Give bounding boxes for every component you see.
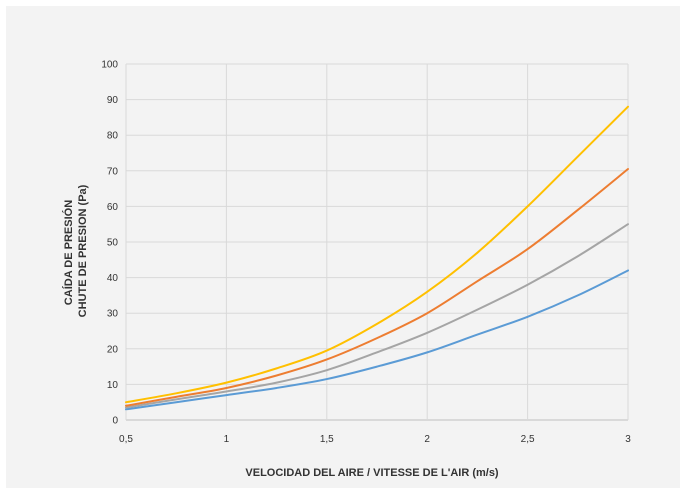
series-line-1 [125,269,629,411]
y-tick-label: 30 [107,309,119,320]
x-axis-title: VELOCIDAD DEL AIRE / VITESSE DE L'AIR (m… [245,467,499,479]
y-tick-labels: 0 10 20 30 40 50 60 70 80 90 100 [101,60,118,427]
y-axis-title-line-2: CHUTE DE PRESION (Pa) [77,184,89,317]
y-axis-title: CAÍDA DE PRESIÓN CHUTE DE PRESION (Pa) [62,184,89,317]
y-tick-label: 20 [107,344,119,355]
x-tick-label: 2,5 [521,434,535,445]
x-tick-labels: 0,5 1 1,5 2 2,5 3 [119,434,631,445]
x-tick-label: 2 [424,434,430,445]
series-line-3 [125,168,629,407]
y-axis-title-line-1: CAÍDA DE PRESIÓN [62,200,75,305]
y-tick-label: 0 [112,416,118,427]
x-tick-label: 1,5 [320,434,334,445]
y-tick-label: 70 [107,166,119,177]
x-tick-label: 3 [625,434,631,445]
chart-panel: 0 10 20 30 40 50 60 70 80 90 100 0,5 1 1,5 2 2,5 3 VELO… [6,6,680,488]
y-tick-label: 100 [101,60,118,71]
y-tick-label: 50 [107,238,119,249]
series-line-4 [125,105,629,404]
y-tick-label: 80 [107,131,119,142]
line-chart: 0 10 20 30 40 50 60 70 80 90 100 0,5 1 1,5 2 2,5 3 VELO… [62,60,631,480]
series-lines [125,105,629,411]
x-tick-label: 1 [224,434,230,445]
grid-lines [125,63,629,421]
x-tick-label: 0,5 [119,434,133,445]
y-tick-label: 90 [107,95,119,106]
series-line-2 [125,223,629,409]
y-tick-label: 40 [107,273,119,284]
y-tick-label: 10 [107,380,119,391]
y-tick-label: 60 [107,202,119,213]
